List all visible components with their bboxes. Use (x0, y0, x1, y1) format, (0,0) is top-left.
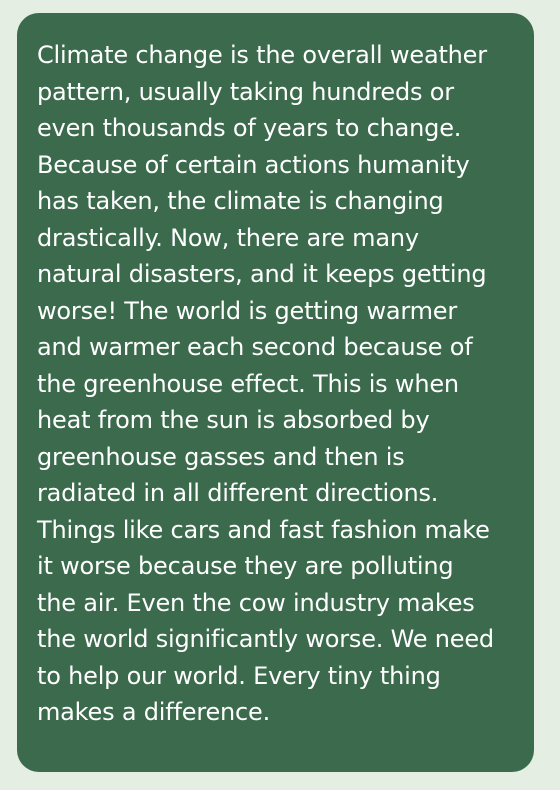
paragraph-line: pattern, usually taking hundreds or (37, 77, 454, 106)
paragraph-line: even thousands of years to change. (37, 114, 462, 142)
paragraph-line: makes a difference. (37, 698, 271, 726)
paragraph-line: has taken, the climate is changing (37, 187, 444, 215)
paragraph-line: and warmer each second because of (37, 333, 473, 361)
paragraph-line: natural disasters, and it keeps getting (37, 260, 487, 288)
paragraph-line: Things like cars and fast fashion make (37, 515, 490, 544)
paragraph-line: heat from the sun is absorbed by (37, 406, 430, 434)
paragraph-line: Climate change is the overall weather (37, 41, 487, 69)
paragraph-line: radiated in all different directions. (37, 479, 439, 507)
paragraph-line: worse! The world is getting warmer (37, 296, 458, 325)
paragraph-line: the greenhouse effect. This is when (37, 369, 459, 398)
paragraph-line: Because of certain actions humanity (37, 150, 470, 179)
paragraph-line: to help our world. Every tiny thing (37, 661, 441, 690)
paragraph-line: the air. Even the cow industry makes (37, 588, 475, 617)
climate-paragraph: Climate change is the overall weather pa… (37, 37, 518, 731)
paragraph-line: the world significantly worse. We need (37, 625, 494, 653)
paragraph-line: greenhouse gasses and then is (37, 442, 405, 471)
paragraph-line: drastically. Now, there are many (37, 223, 419, 252)
paragraph-line: it worse because they are polluting (37, 552, 454, 580)
text-card: Climate change is the overall weather pa… (17, 13, 534, 772)
